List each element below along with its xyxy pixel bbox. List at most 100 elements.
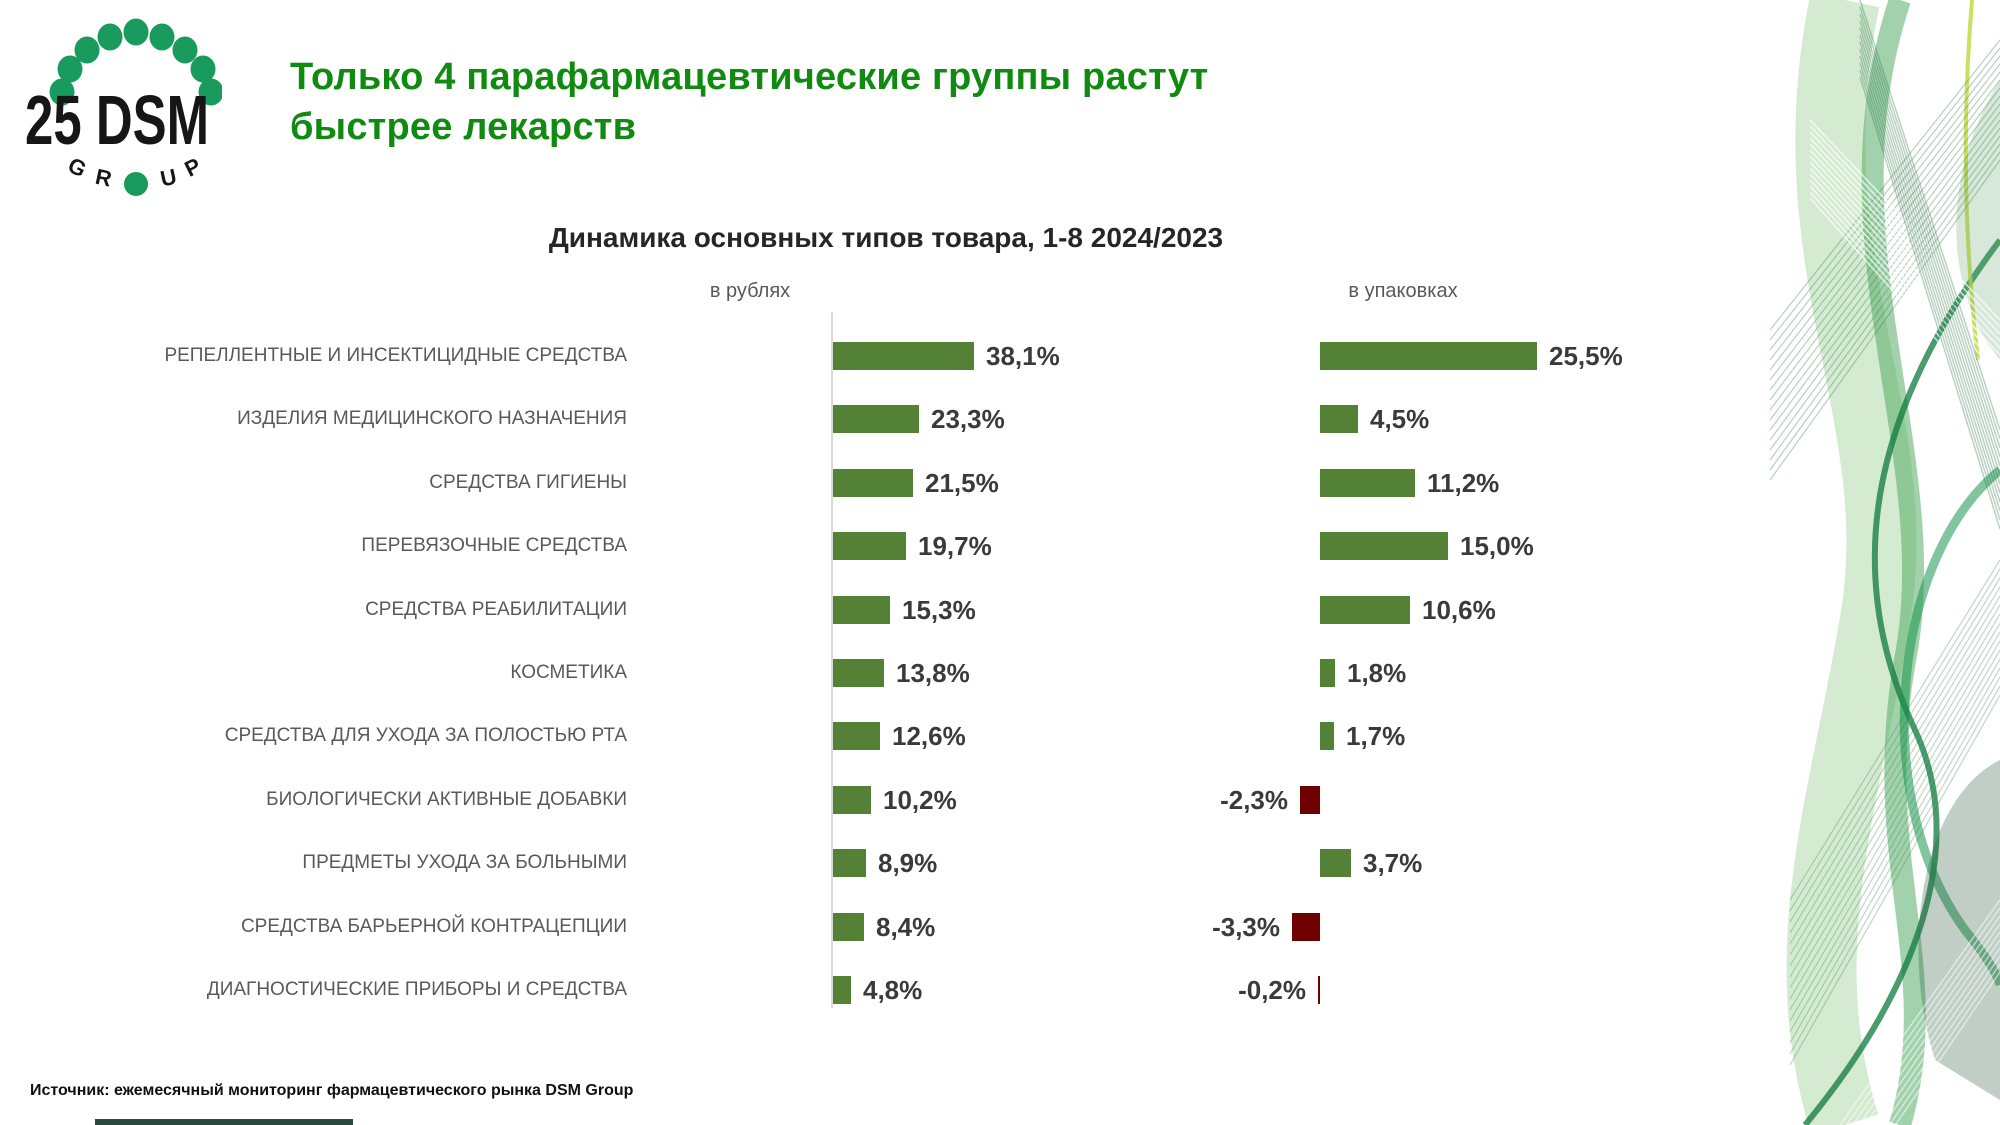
decoration-line — [1876, 947, 2000, 1125]
decoration-line — [1859, 48, 2000, 494]
category-label: БИОЛОГИЧЕСКИ АКТИВНЫЕ ДОБАВКИ — [266, 788, 627, 810]
category-label: СРЕДСТВА ГИГИЕНЫ — [429, 471, 627, 493]
decoration-line — [1789, 694, 2000, 1066]
dsm-group-logo: 25 DSM G R U P — [25, 18, 222, 196]
decoration-line — [1789, 640, 2000, 1000]
decoration-line — [1769, 127, 2000, 441]
decoration-line — [1859, 13, 2000, 449]
decoration-line — [1789, 676, 2000, 1044]
decoration-line — [1859, 20, 2000, 458]
decoration-line — [1845, 907, 2000, 1125]
decoration-line — [1789, 613, 2000, 967]
packages-bar — [1320, 532, 1448, 561]
decoration-line — [1888, 963, 2000, 1125]
category-label: ПЕРЕВЯЗОЧНЫЕ СРЕДСТВА — [361, 535, 627, 557]
rubles-value-label: 12,6% — [892, 721, 966, 752]
source-note: Источник: ежемесячный мониторинг фармаце… — [30, 1082, 634, 1099]
packages-bar — [1320, 595, 1410, 624]
column-header-rubles: в рублях — [709, 280, 791, 302]
decoration-line — [1769, 111, 2000, 421]
rubles-value-label: 21,5% — [925, 467, 999, 498]
rubles-bar — [833, 722, 880, 751]
packages-bar — [1320, 722, 1334, 751]
decoration-line — [1859, 55, 2000, 503]
decoration-line — [1769, 151, 2000, 471]
packages-value-label: 1,7% — [1346, 721, 1406, 752]
decoration-line — [1789, 667, 2000, 1033]
decoration-line — [1859, 27, 2000, 467]
slide-title-line-2: быстрее лекарств — [290, 106, 637, 148]
rubles-bar — [833, 912, 864, 941]
category-label: СРЕДСТВА ДЛЯ УХОДА ЗА ПОЛОСТЬЮ РТА — [224, 725, 627, 747]
packages-value-label: -3,3% — [1212, 911, 1280, 942]
category-label: РЕПЕЛЛЕНТНЫЕ И ИНСЕКТИЦИДНЫЕ СРЕДСТВА — [164, 345, 627, 366]
packages-value-label: 1,8% — [1347, 658, 1407, 688]
rubles-bar — [833, 659, 884, 687]
decoration-line — [1809, 161, 2000, 370]
decoration-line — [1789, 649, 2000, 1011]
decoration-line — [1858, 923, 2000, 1125]
rubles-bar — [833, 532, 906, 561]
decoration-line — [1769, 87, 2000, 391]
decoration-line — [1789, 604, 2000, 956]
packages-bar — [1300, 785, 1320, 814]
chart-title: Динамика основных типов товара, 1-8 2024… — [548, 222, 1224, 253]
decoration-line — [1870, 939, 2000, 1125]
packages-bar — [1320, 849, 1351, 878]
decoration-line — [1882, 955, 2000, 1125]
rubles-bar — [833, 595, 890, 624]
rubles-value-label: 4,8% — [863, 975, 923, 1005]
decoration-line — [1851, 915, 2000, 1125]
decoration-line — [1769, 135, 2000, 451]
category-label: КОСМЕТИКА — [510, 662, 627, 683]
rubles-bar — [833, 849, 866, 878]
decoration-line — [1769, 159, 2000, 481]
decoration-line — [1769, 95, 2000, 401]
decoration-line — [1789, 577, 2000, 923]
logo-dots-arc — [49, 18, 222, 106]
decoration-line — [1789, 622, 2000, 978]
packages-bar — [1320, 659, 1335, 687]
logo-group-text: G R U P — [64, 152, 205, 196]
decoration-line — [1789, 595, 2000, 945]
slide-title: Только 4 парафармацевтические группы рас… — [290, 52, 1490, 152]
decoration-line — [1809, 131, 2000, 335]
rubles-value-label: 10,2% — [883, 784, 957, 815]
rubles-bar — [833, 785, 871, 814]
packages-bar — [1320, 468, 1415, 497]
decoration-line — [1809, 197, 2000, 412]
rubles-value-label: 23,3% — [931, 404, 1005, 435]
rubles-bar — [833, 405, 919, 434]
packages-value-label: 10,6% — [1422, 594, 1496, 625]
decoration-line — [1859, 0, 2000, 431]
decoration-line — [1769, 143, 2000, 461]
rubles-value-label: 38,1% — [986, 341, 1060, 371]
logo-group-dot — [124, 172, 148, 196]
slide-title-line-1: Только 4 парафармацевтические группы рас… — [290, 56, 1209, 98]
logo-text: 25 DSM — [25, 81, 209, 159]
decoration-line — [1809, 179, 2000, 391]
right-decoration-band — [1769, 0, 2000, 1125]
category-label: ПРЕДМЕТЫ УХОДА ЗА БОЛЬНЫМИ — [302, 852, 627, 874]
decoration-line — [1894, 971, 2000, 1125]
decoration-line — [1859, 76, 2000, 530]
svg-text:R: R — [93, 164, 114, 192]
decoration-line — [1769, 47, 2000, 341]
rubles-bar — [833, 342, 974, 370]
category-label: ИЗДЕЛИЯ МЕДИЦИНСКОГО НАЗНАЧЕНИЯ — [237, 408, 627, 430]
decoration-line — [1809, 185, 2000, 398]
decoration-line — [1859, 69, 2000, 521]
decoration-line — [1809, 167, 2000, 377]
decoration-line — [1859, 62, 2000, 512]
decoration-line — [1839, 899, 2000, 1125]
packages-value-label: -0,2% — [1238, 975, 1306, 1005]
decoration-line — [1789, 559, 2000, 901]
decoration-line — [1809, 191, 2000, 405]
packages-value-label: 15,0% — [1460, 531, 1534, 562]
decoration-line — [1789, 685, 2000, 1055]
packages-value-label: 4,5% — [1370, 404, 1430, 435]
bottom-edge-strip — [95, 1119, 353, 1125]
decoration-line — [1769, 39, 2000, 331]
decoration-line — [1769, 71, 2000, 371]
